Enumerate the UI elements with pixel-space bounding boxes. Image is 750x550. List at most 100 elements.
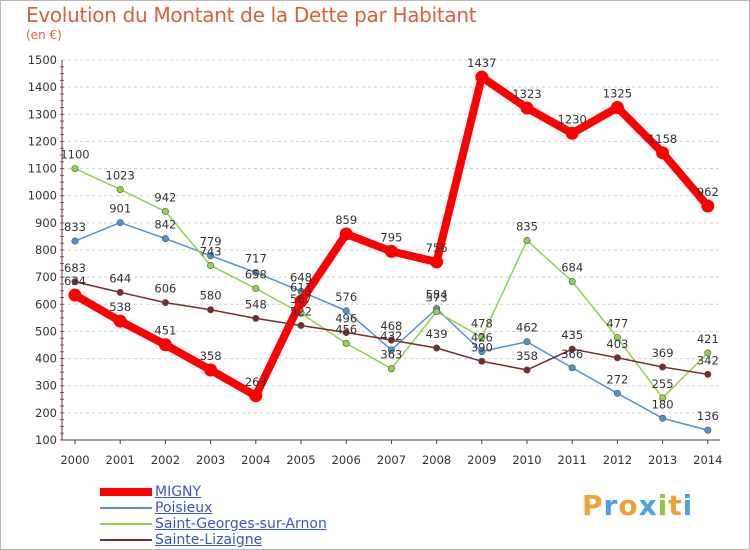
x-tick-label: 2014 <box>693 453 722 467</box>
x-tick-label: 2002 <box>151 453 180 467</box>
data-label-sainte-lizaigne: 342 <box>697 353 719 367</box>
data-point-poisieux <box>523 338 531 346</box>
data-label-migny: 962 <box>697 185 719 199</box>
y-tick-label: 700 <box>35 270 57 284</box>
data-point-migny <box>475 70 489 84</box>
data-label-migny: 611 <box>290 280 312 294</box>
x-tick-label: 2008 <box>422 453 451 467</box>
data-label-saint-georges-sur-arnon: 363 <box>380 348 402 362</box>
x-tick-label: 2007 <box>377 453 406 467</box>
legend: MIGNY Poisieux Saint-Georges-sur-Arnon Sain… <box>100 484 327 548</box>
data-point-saint-georges-sur-arnon <box>613 334 621 342</box>
data-point-saint-georges-sur-arnon <box>478 333 486 341</box>
y-tick-label: 900 <box>35 216 57 230</box>
data-label-sainte-lizaigne: 496 <box>335 312 357 326</box>
y-tick-label: 200 <box>35 406 57 420</box>
data-label-saint-georges-sur-arnon: 478 <box>471 316 493 330</box>
data-point-sainte-lizaigne <box>297 321 305 329</box>
y-tick-label: 1300 <box>28 107 57 121</box>
data-label-poisieux: 842 <box>154 218 176 232</box>
legend-item-sainte-lizaigne: Sainte-Lizaigne <box>100 532 327 548</box>
y-tick-label: 1200 <box>28 134 57 148</box>
data-point-saint-georges-sur-arnon <box>523 237 531 245</box>
data-point-poisieux <box>71 237 79 245</box>
data-label-sainte-lizaigne: 403 <box>606 337 628 351</box>
data-point-migny <box>68 288 82 302</box>
data-label-sainte-lizaigne: 390 <box>471 340 493 354</box>
data-label-migny: 1230 <box>558 112 587 126</box>
data-label-saint-georges-sur-arnon: 456 <box>335 322 357 336</box>
data-label-saint-georges-sur-arnon: 684 <box>561 260 583 274</box>
x-tick-label: 2001 <box>106 453 135 467</box>
data-point-migny <box>113 314 127 328</box>
data-point-poisieux <box>342 307 350 315</box>
logo-letter: P <box>582 489 604 522</box>
legend-swatch <box>100 539 152 541</box>
data-label-poisieux: 272 <box>606 372 628 386</box>
data-point-sainte-lizaigne <box>704 370 712 378</box>
data-point-poisieux <box>478 348 486 356</box>
data-point-poisieux <box>252 269 260 277</box>
y-tick-label: 400 <box>35 352 57 366</box>
data-label-sainte-lizaigne: 369 <box>652 346 674 360</box>
data-label-poisieux: 584 <box>426 288 448 302</box>
legend-label: Poisieux <box>155 500 213 516</box>
data-point-migny <box>565 126 579 140</box>
data-point-migny <box>204 363 218 377</box>
legend-item-migny: MIGNY <box>100 484 327 500</box>
data-label-sainte-lizaigne: 606 <box>154 282 176 296</box>
data-label-poisieux: 462 <box>516 321 538 335</box>
data-label-sainte-lizaigne: 468 <box>380 319 402 333</box>
data-label-poisieux: 779 <box>200 235 222 249</box>
data-label-poisieux: 180 <box>652 397 674 411</box>
data-label-migny: 1325 <box>603 87 632 101</box>
data-label-poisieux: 901 <box>109 202 131 216</box>
data-label-poisieux: 366 <box>561 347 583 361</box>
data-point-migny <box>656 146 670 160</box>
x-tick-label: 2011 <box>558 453 587 467</box>
data-point-saint-georges-sur-arnon <box>252 285 260 293</box>
data-label-migny: 358 <box>200 349 222 363</box>
data-label-migny: 795 <box>380 230 402 244</box>
data-point-sainte-lizaigne <box>387 336 395 344</box>
data-label-sainte-lizaigne: 522 <box>290 304 312 318</box>
x-tick-label: 2005 <box>286 453 315 467</box>
data-label-saint-georges-sur-arnon: 255 <box>652 377 674 391</box>
chart-title: Evolution du Montant de la Dette par Hab… <box>26 3 477 27</box>
data-point-sainte-lizaigne <box>342 329 350 337</box>
data-point-saint-georges-sur-arnon <box>71 165 79 173</box>
data-point-sainte-lizaigne <box>252 314 260 322</box>
legend-swatch <box>100 523 152 525</box>
y-tick-label: 1400 <box>28 80 57 94</box>
data-point-migny <box>430 255 444 269</box>
logo-letter: i <box>682 489 694 522</box>
data-label-saint-georges-sur-arnon: 1023 <box>106 168 135 182</box>
x-tick-label: 2003 <box>196 453 225 467</box>
data-label-poisieux: 426 <box>471 331 493 345</box>
y-tick-label: 600 <box>35 297 57 311</box>
logo-letter: r <box>603 489 619 522</box>
data-label-saint-georges-sur-arnon: 658 <box>245 268 267 282</box>
data-point-sainte-lizaigne <box>659 363 667 371</box>
data-label-sainte-lizaigne: 548 <box>245 297 267 311</box>
data-label-saint-georges-sur-arnon: 743 <box>200 244 222 258</box>
data-label-migny: 859 <box>335 213 357 227</box>
x-tick-label: 2013 <box>648 453 677 467</box>
data-label-sainte-lizaigne: 435 <box>561 328 583 342</box>
data-label-poisieux: 432 <box>380 329 402 343</box>
data-point-saint-georges-sur-arnon <box>704 349 712 357</box>
data-point-sainte-lizaigne <box>523 366 531 374</box>
data-point-migny <box>384 244 398 258</box>
legend-item-poisieux: Poisieux <box>100 500 327 516</box>
data-label-migny: 634 <box>64 274 86 288</box>
data-point-poisieux <box>659 414 667 422</box>
data-point-migny <box>339 227 353 241</box>
legend-label: Sainte-Lizaigne <box>155 532 263 548</box>
y-tick-label: 1000 <box>28 189 57 203</box>
data-label-poisieux: 833 <box>64 220 86 234</box>
data-label-migny: 263 <box>245 375 267 389</box>
data-point-poisieux <box>387 346 395 354</box>
logo-letter: x <box>638 489 658 522</box>
